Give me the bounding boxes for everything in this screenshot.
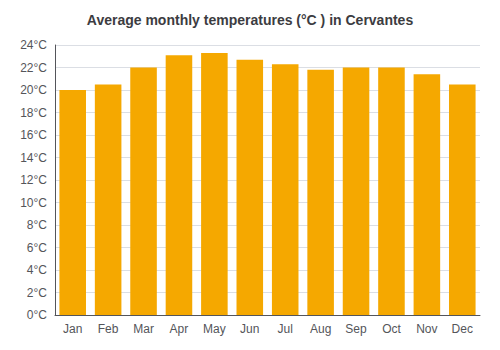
svg-text:0°C: 0°C <box>27 308 47 322</box>
svg-text:4°C: 4°C <box>27 263 47 277</box>
svg-text:22°C: 22°C <box>20 61 47 75</box>
svg-text:Jun: Jun <box>240 322 259 336</box>
svg-text:10°C: 10°C <box>20 196 47 210</box>
svg-text:Jul: Jul <box>278 322 293 336</box>
svg-text:Feb: Feb <box>98 322 119 336</box>
svg-text:Apr: Apr <box>170 322 189 336</box>
svg-text:Dec: Dec <box>452 322 473 336</box>
svg-text:8°C: 8°C <box>27 218 47 232</box>
svg-text:6°C: 6°C <box>27 241 47 255</box>
svg-text:2°C: 2°C <box>27 286 47 300</box>
svg-text:Aug: Aug <box>310 322 331 336</box>
svg-text:May: May <box>203 322 226 336</box>
svg-text:20°C: 20°C <box>20 83 47 97</box>
svg-text:12°C: 12°C <box>20 173 47 187</box>
svg-text:Mar: Mar <box>133 322 154 336</box>
svg-text:24°C: 24°C <box>20 38 47 52</box>
svg-text:Oct: Oct <box>382 322 401 336</box>
svg-text:Sep: Sep <box>345 322 367 336</box>
svg-text:16°C: 16°C <box>20 128 47 142</box>
svg-text:Nov: Nov <box>416 322 437 336</box>
svg-text:14°C: 14°C <box>20 151 47 165</box>
svg-text:Average monthly temperatures (: Average monthly temperatures (°C ) in Ce… <box>87 12 414 28</box>
svg-text:18°C: 18°C <box>20 106 47 120</box>
svg-text:Jan: Jan <box>63 322 82 336</box>
